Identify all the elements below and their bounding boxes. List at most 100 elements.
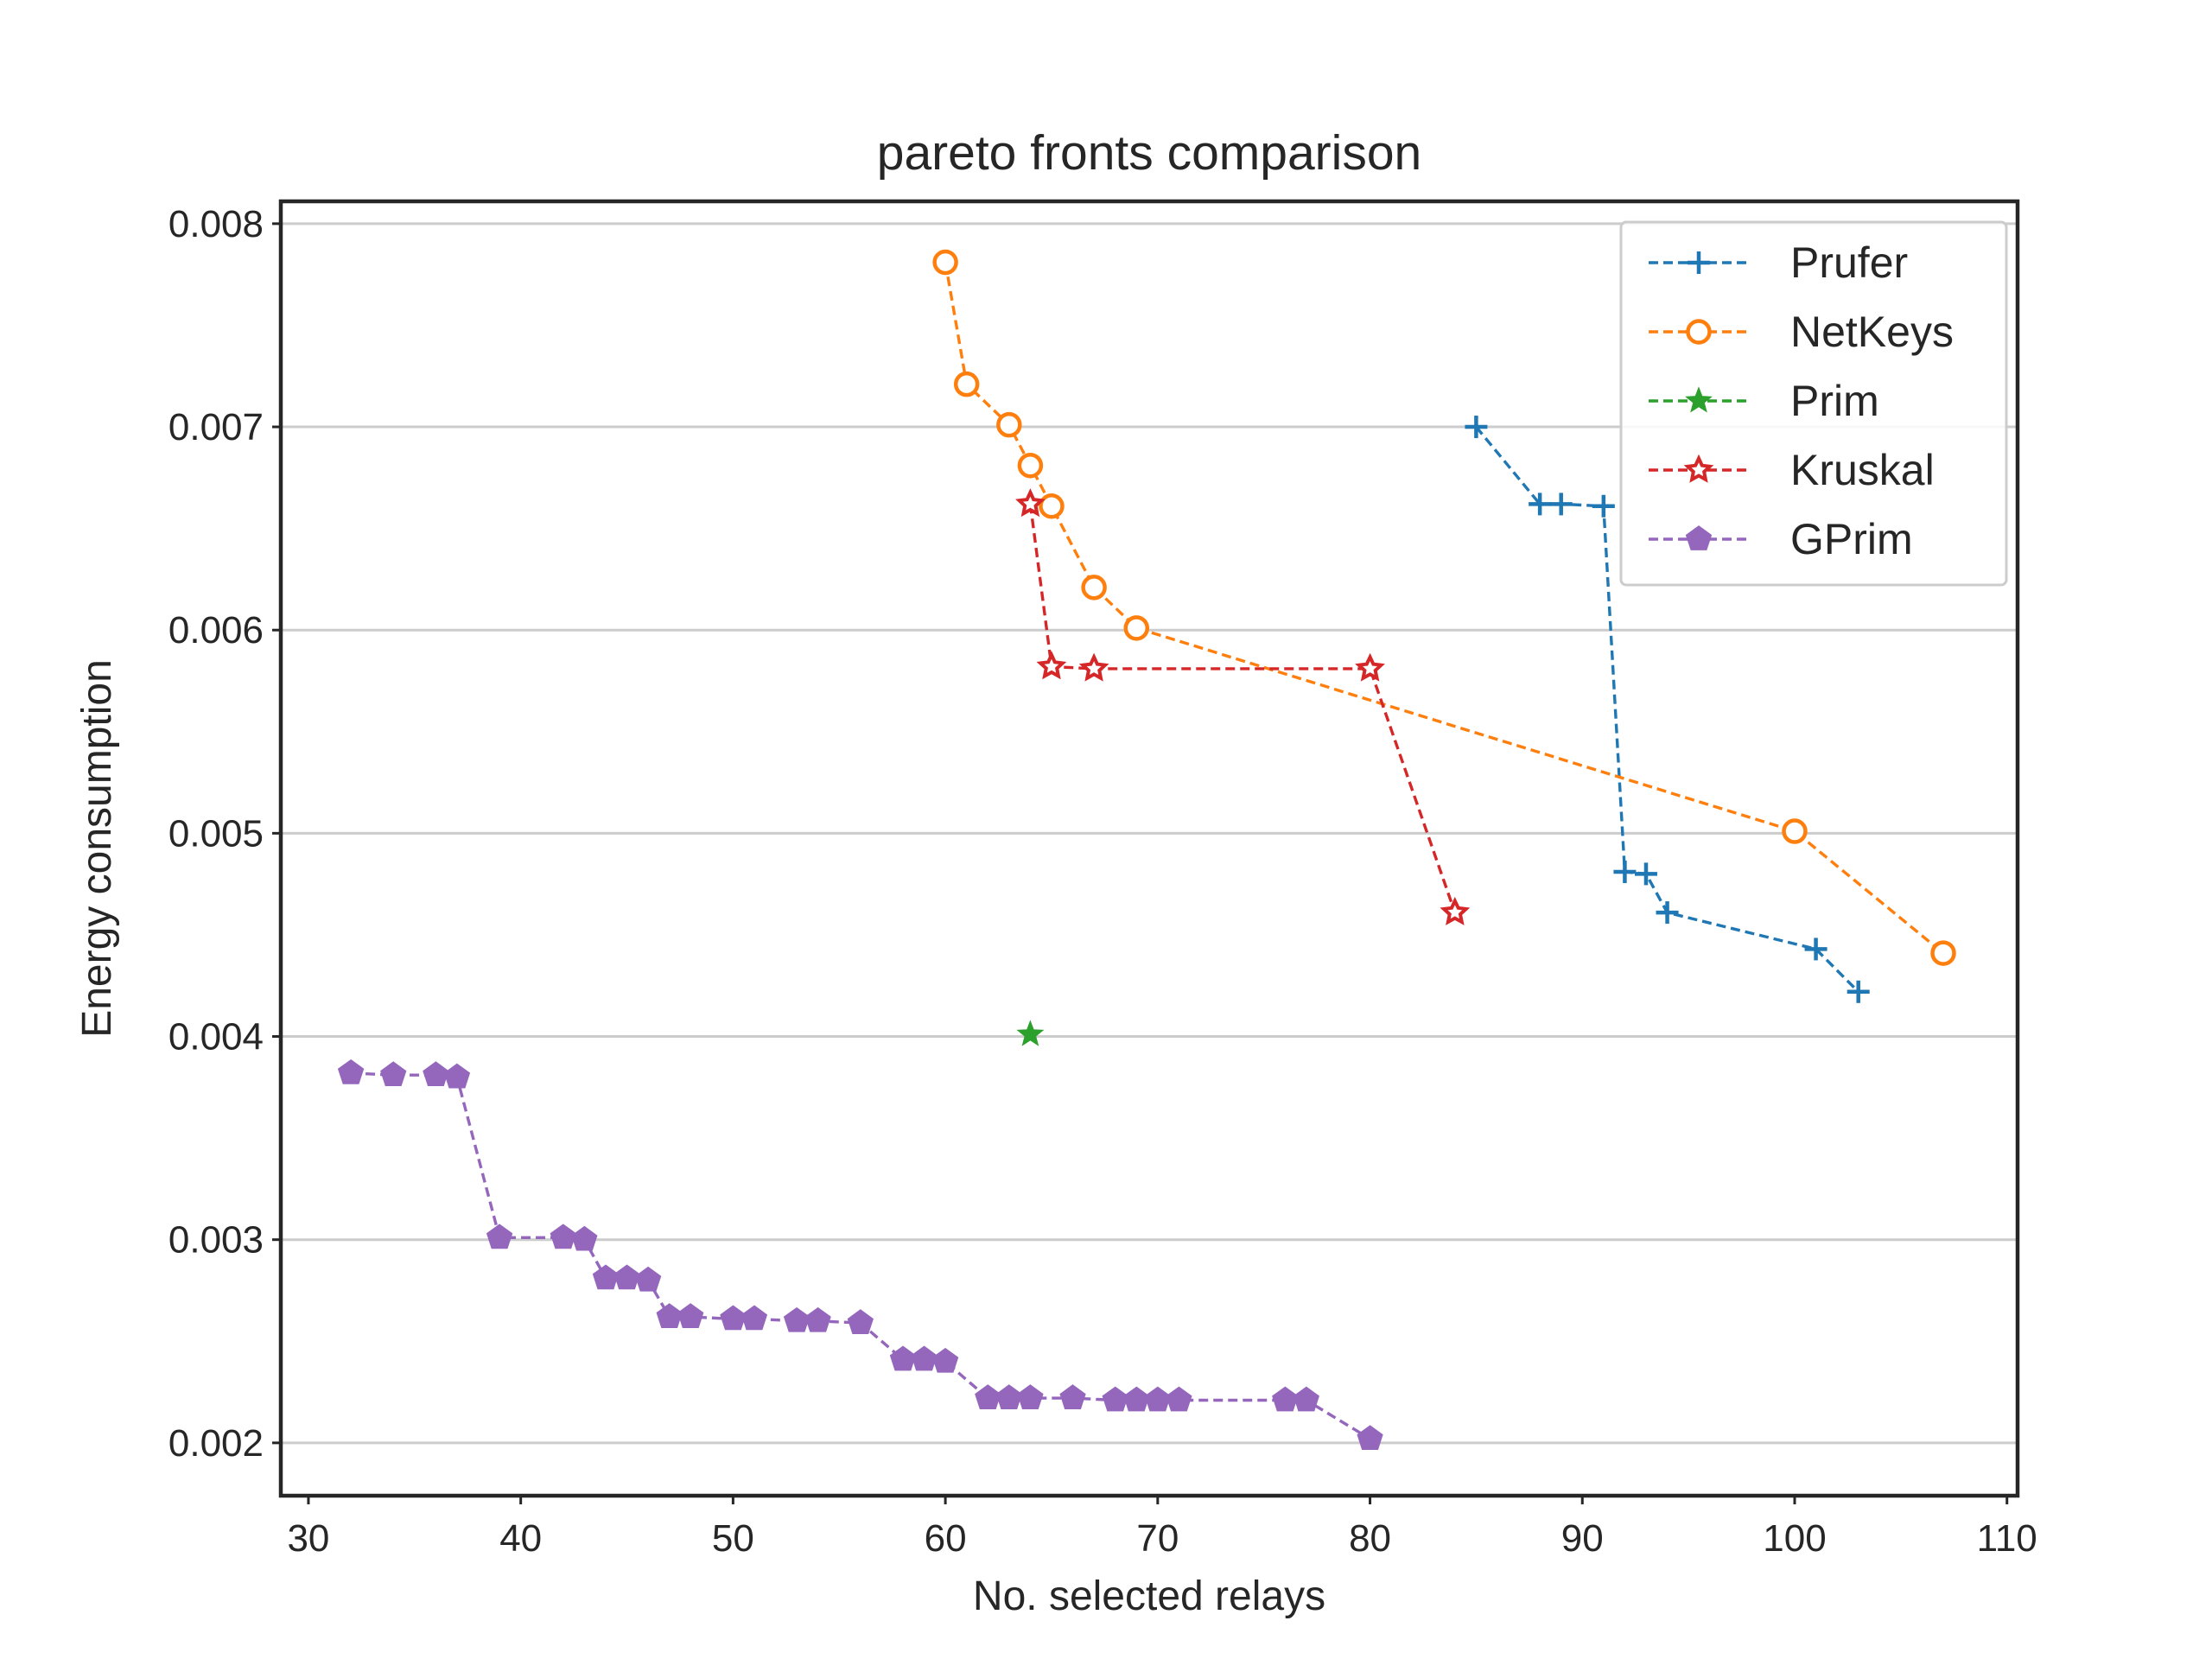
- legend-item-kruskal: Kruskal: [1649, 446, 1935, 494]
- x-tick-label: 80: [1349, 1517, 1391, 1560]
- data-point-gprim: [804, 1306, 831, 1332]
- data-point-gprim: [677, 1303, 704, 1328]
- data-point-netkeys: [1123, 615, 1150, 641]
- data-point-gprim: [337, 1058, 365, 1084]
- data-point-gprim: [1017, 1384, 1044, 1410]
- series-line-netkeys: [944, 262, 1945, 955]
- legend-marker-netkeys: [1686, 319, 1712, 345]
- data-point-prufer: [1529, 493, 1552, 516]
- data-point-prim: [1016, 1020, 1045, 1046]
- series-gprim: [337, 1058, 1383, 1451]
- legend-label-prufer: Prufer: [1790, 238, 1908, 287]
- legend-item-netkeys: NetKeys: [1649, 308, 1954, 356]
- data-point-prufer: [1465, 416, 1488, 439]
- data-point-gprim: [1293, 1386, 1319, 1412]
- data-point-gprim: [571, 1225, 598, 1251]
- data-point-kruskal: [1015, 488, 1046, 518]
- legend-label-netkeys: NetKeys: [1790, 308, 1954, 356]
- y-tick-label: 0.005: [168, 812, 264, 855]
- x-axis-label: No. selected relays: [973, 1573, 1325, 1619]
- data-point-gprim: [1357, 1425, 1383, 1451]
- data-point-netkeys: [1039, 493, 1065, 519]
- data-point-gprim: [1102, 1386, 1128, 1412]
- y-tick-label: 0.008: [168, 203, 264, 245]
- y-tick-label: 0.007: [168, 406, 264, 448]
- data-point-prufer: [1613, 861, 1637, 884]
- legend-box: [1619, 220, 2008, 587]
- y-tick-label: 0.006: [168, 609, 264, 652]
- data-point-gprim: [550, 1224, 576, 1249]
- data-point-gprim: [423, 1061, 449, 1087]
- x-tick-label: 60: [925, 1517, 967, 1560]
- legend-label-kruskal: Kruskal: [1790, 446, 1935, 494]
- legend-label-gprim: GPrim: [1790, 515, 1913, 563]
- data-point-gprim: [1166, 1386, 1192, 1412]
- data-point-netkeys: [1081, 575, 1107, 601]
- data-point-netkeys: [932, 249, 958, 276]
- plot-frame: [278, 199, 2020, 1498]
- data-point-gprim: [889, 1345, 917, 1371]
- y-tick-label: 0.002: [168, 1422, 264, 1465]
- x-tick-label: 40: [499, 1517, 542, 1560]
- data-point-gprim: [443, 1063, 471, 1089]
- legend-marker-kruskal: [1683, 454, 1714, 483]
- data-point-gprim: [847, 1309, 874, 1334]
- data-point-gprim: [1272, 1386, 1299, 1412]
- data-point-gprim: [720, 1305, 747, 1331]
- data-point-prufer: [1847, 980, 1870, 1003]
- data-point-netkeys: [953, 371, 980, 397]
- data-point-gprim: [995, 1384, 1022, 1410]
- series-line-gprim: [351, 1071, 1371, 1440]
- data-point-netkeys: [1930, 940, 1956, 966]
- data-point-prufer: [1804, 938, 1827, 961]
- data-point-kruskal: [1355, 652, 1385, 682]
- legend-marker-gprim: [1685, 525, 1713, 550]
- data-point-netkeys: [1017, 452, 1044, 479]
- x-tick-label: 90: [1561, 1517, 1604, 1560]
- series-prim: [1016, 1020, 1045, 1046]
- x-tick-label: 50: [712, 1517, 754, 1560]
- data-point-prufer: [1656, 901, 1679, 925]
- data-point-gprim: [380, 1061, 407, 1087]
- legend-marker-prim: [1685, 386, 1713, 413]
- series-line-kruskal: [1028, 504, 1457, 913]
- x-tick-label: 30: [287, 1517, 329, 1560]
- data-point-gprim: [741, 1305, 768, 1331]
- data-point-gprim: [975, 1384, 1001, 1410]
- data-point-netkeys: [996, 411, 1022, 438]
- data-point-gprim: [783, 1306, 810, 1332]
- series-netkeys: [932, 249, 1956, 966]
- legend-item-prufer: Prufer: [1649, 238, 1908, 287]
- legend-marker-prufer: [1688, 251, 1710, 274]
- series-prufer: [1465, 416, 1870, 1003]
- y-tick-label: 0.003: [168, 1219, 264, 1262]
- plot-series: [337, 249, 1956, 1451]
- data-point-kruskal: [1078, 652, 1109, 682]
- data-point-gprim: [931, 1347, 959, 1373]
- y-axis-ticks: 0.002 0.003 0.004 0.005 0.006 0.007 0.008: [168, 203, 281, 1465]
- x-axis-ticks: 30 40 50 60 70 80 90 100 110: [287, 1496, 2037, 1560]
- x-tick-label: 70: [1136, 1517, 1179, 1560]
- data-point-gprim: [613, 1264, 640, 1290]
- legend-item-gprim: GPrim: [1649, 515, 1913, 563]
- data-point-kruskal: [1440, 896, 1471, 925]
- legend: Prufer NetKeys Prim Kruskal GPrim: [1619, 220, 2008, 587]
- chart-title: pareto fronts comparison: [877, 125, 1421, 181]
- legend-item-prim: Prim: [1649, 377, 1879, 425]
- data-point-gprim: [911, 1345, 938, 1371]
- data-point-gprim: [1059, 1384, 1086, 1410]
- data-point-prufer: [1549, 493, 1573, 516]
- data-point-gprim: [486, 1224, 513, 1249]
- data-point-gprim: [656, 1303, 683, 1328]
- series-kruskal: [1015, 488, 1471, 925]
- y-axis-label: Energy consumption: [74, 659, 120, 1038]
- data-point-netkeys: [1782, 818, 1808, 844]
- legend-label-prim: Prim: [1790, 377, 1879, 425]
- data-point-kruskal: [1036, 651, 1067, 680]
- x-tick-label: 110: [1977, 1517, 2037, 1560]
- data-point-gprim: [1144, 1386, 1171, 1412]
- y-tick-label: 0.004: [168, 1016, 264, 1058]
- x-tick-label: 100: [1763, 1517, 1826, 1560]
- data-point-gprim: [592, 1264, 620, 1290]
